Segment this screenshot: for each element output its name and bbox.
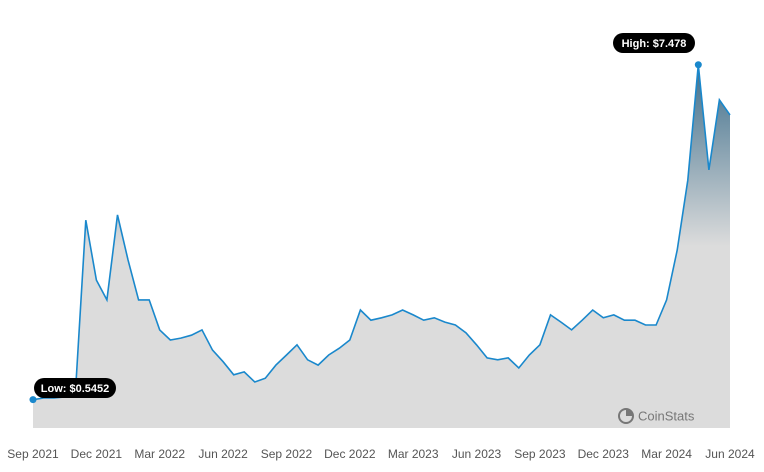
low-dot (29, 396, 37, 404)
x-tick-label: Mar 2022 (134, 447, 185, 461)
price-line (32, 64, 731, 401)
x-tick-label: Mar 2023 (388, 447, 439, 461)
x-tick-label: Dec 2021 (71, 447, 123, 461)
x-tick-label: Jun 2024 (705, 447, 755, 461)
area (33, 64, 730, 428)
x-tick-label: Jun 2023 (452, 447, 502, 461)
high-badge (613, 33, 695, 53)
x-tick-label: Sep 2023 (514, 447, 566, 461)
x-tick-label: Jun 2022 (198, 447, 248, 461)
high-label: High: $7.478 (622, 38, 687, 50)
x-tick-label: Dec 2022 (324, 447, 376, 461)
watermark-text: CoinStats (638, 408, 695, 423)
low-label: Low: $0.5452 (41, 383, 109, 395)
x-tick-label: Sep 2021 (7, 447, 59, 461)
high-dot (694, 61, 702, 69)
x-tick-label: Mar 2024 (641, 447, 692, 461)
watermark: CoinStats (618, 408, 695, 424)
low-badge (34, 378, 116, 398)
x-tick-label: Dec 2023 (578, 447, 630, 461)
x-tick-label: Sep 2022 (261, 447, 313, 461)
